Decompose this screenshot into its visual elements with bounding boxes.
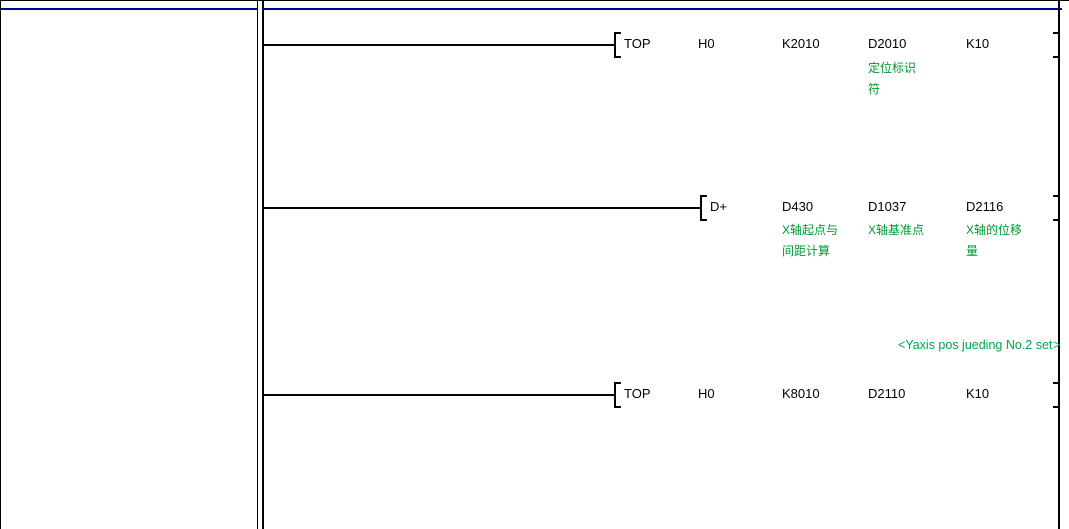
instruction-operand[interactable]: K10: [966, 36, 990, 51]
instruction-block[interactable]: TOP: [614, 32, 1060, 58]
instruction-block[interactable]: TOP: [614, 382, 1060, 408]
rung-wire[interactable]: [263, 44, 614, 46]
bracket-left-icon: [614, 382, 621, 408]
instruction-operand[interactable]: D2010: [868, 36, 907, 51]
cursor-row-rule-left: [1, 8, 258, 10]
cursor-row-rule-right: [262, 8, 1062, 10]
instruction-operand[interactable]: H0: [698, 386, 715, 401]
rung-wire[interactable]: [263, 207, 700, 209]
bracket-left-icon: [700, 195, 707, 221]
instruction-operand[interactable]: D2116: [966, 199, 1004, 214]
bracket-right-icon: [1053, 195, 1060, 221]
instruction-mnemonic: D+: [710, 199, 727, 214]
left-power-rail: [262, 0, 264, 529]
project-tree-panel[interactable]: [0, 0, 259, 529]
right-power-rail: [1058, 0, 1060, 529]
panel-top-border: [1, 0, 259, 1]
canvas-top-border: [258, 0, 1069, 1]
instruction-block[interactable]: D+: [700, 195, 1060, 221]
bracket-right-icon: [1053, 32, 1060, 58]
operand-comment: X轴起点与 间距计算: [782, 223, 839, 258]
bracket-left-icon: [614, 32, 621, 58]
ladder-diagram-canvas[interactable]: TOP H0 K2010 D2010 定位标识 符 K10 D+ D430 X轴…: [258, 0, 1069, 529]
instruction-operand[interactable]: D430: [782, 199, 814, 214]
operand-comment: X轴基准点: [868, 223, 925, 237]
instruction-operand[interactable]: D2110: [868, 386, 906, 401]
rung-wire[interactable]: [263, 394, 614, 396]
instruction-operand[interactable]: D1037: [868, 199, 907, 214]
instruction-operand[interactable]: K2010: [782, 36, 820, 51]
instruction-operand[interactable]: H0: [698, 36, 715, 51]
rung-comment[interactable]: <Yaxis pos jueding No.2 set >: [898, 338, 1060, 352]
instruction-mnemonic: TOP: [624, 386, 651, 401]
operand-comment: 定位标识 符: [868, 61, 917, 96]
instruction-operand[interactable]: K10: [966, 386, 990, 401]
bracket-right-icon: [1053, 382, 1060, 408]
operand-comment: X轴的位移 量: [966, 223, 1023, 258]
comment-open-angle-icon: <: [898, 338, 906, 352]
instruction-mnemonic: TOP: [624, 36, 651, 51]
rung-comment-text: Yaxis pos jueding No.2 set: [905, 338, 1053, 352]
instruction-operand[interactable]: K8010: [782, 386, 820, 401]
comment-close-angle-icon: >: [1053, 338, 1061, 352]
